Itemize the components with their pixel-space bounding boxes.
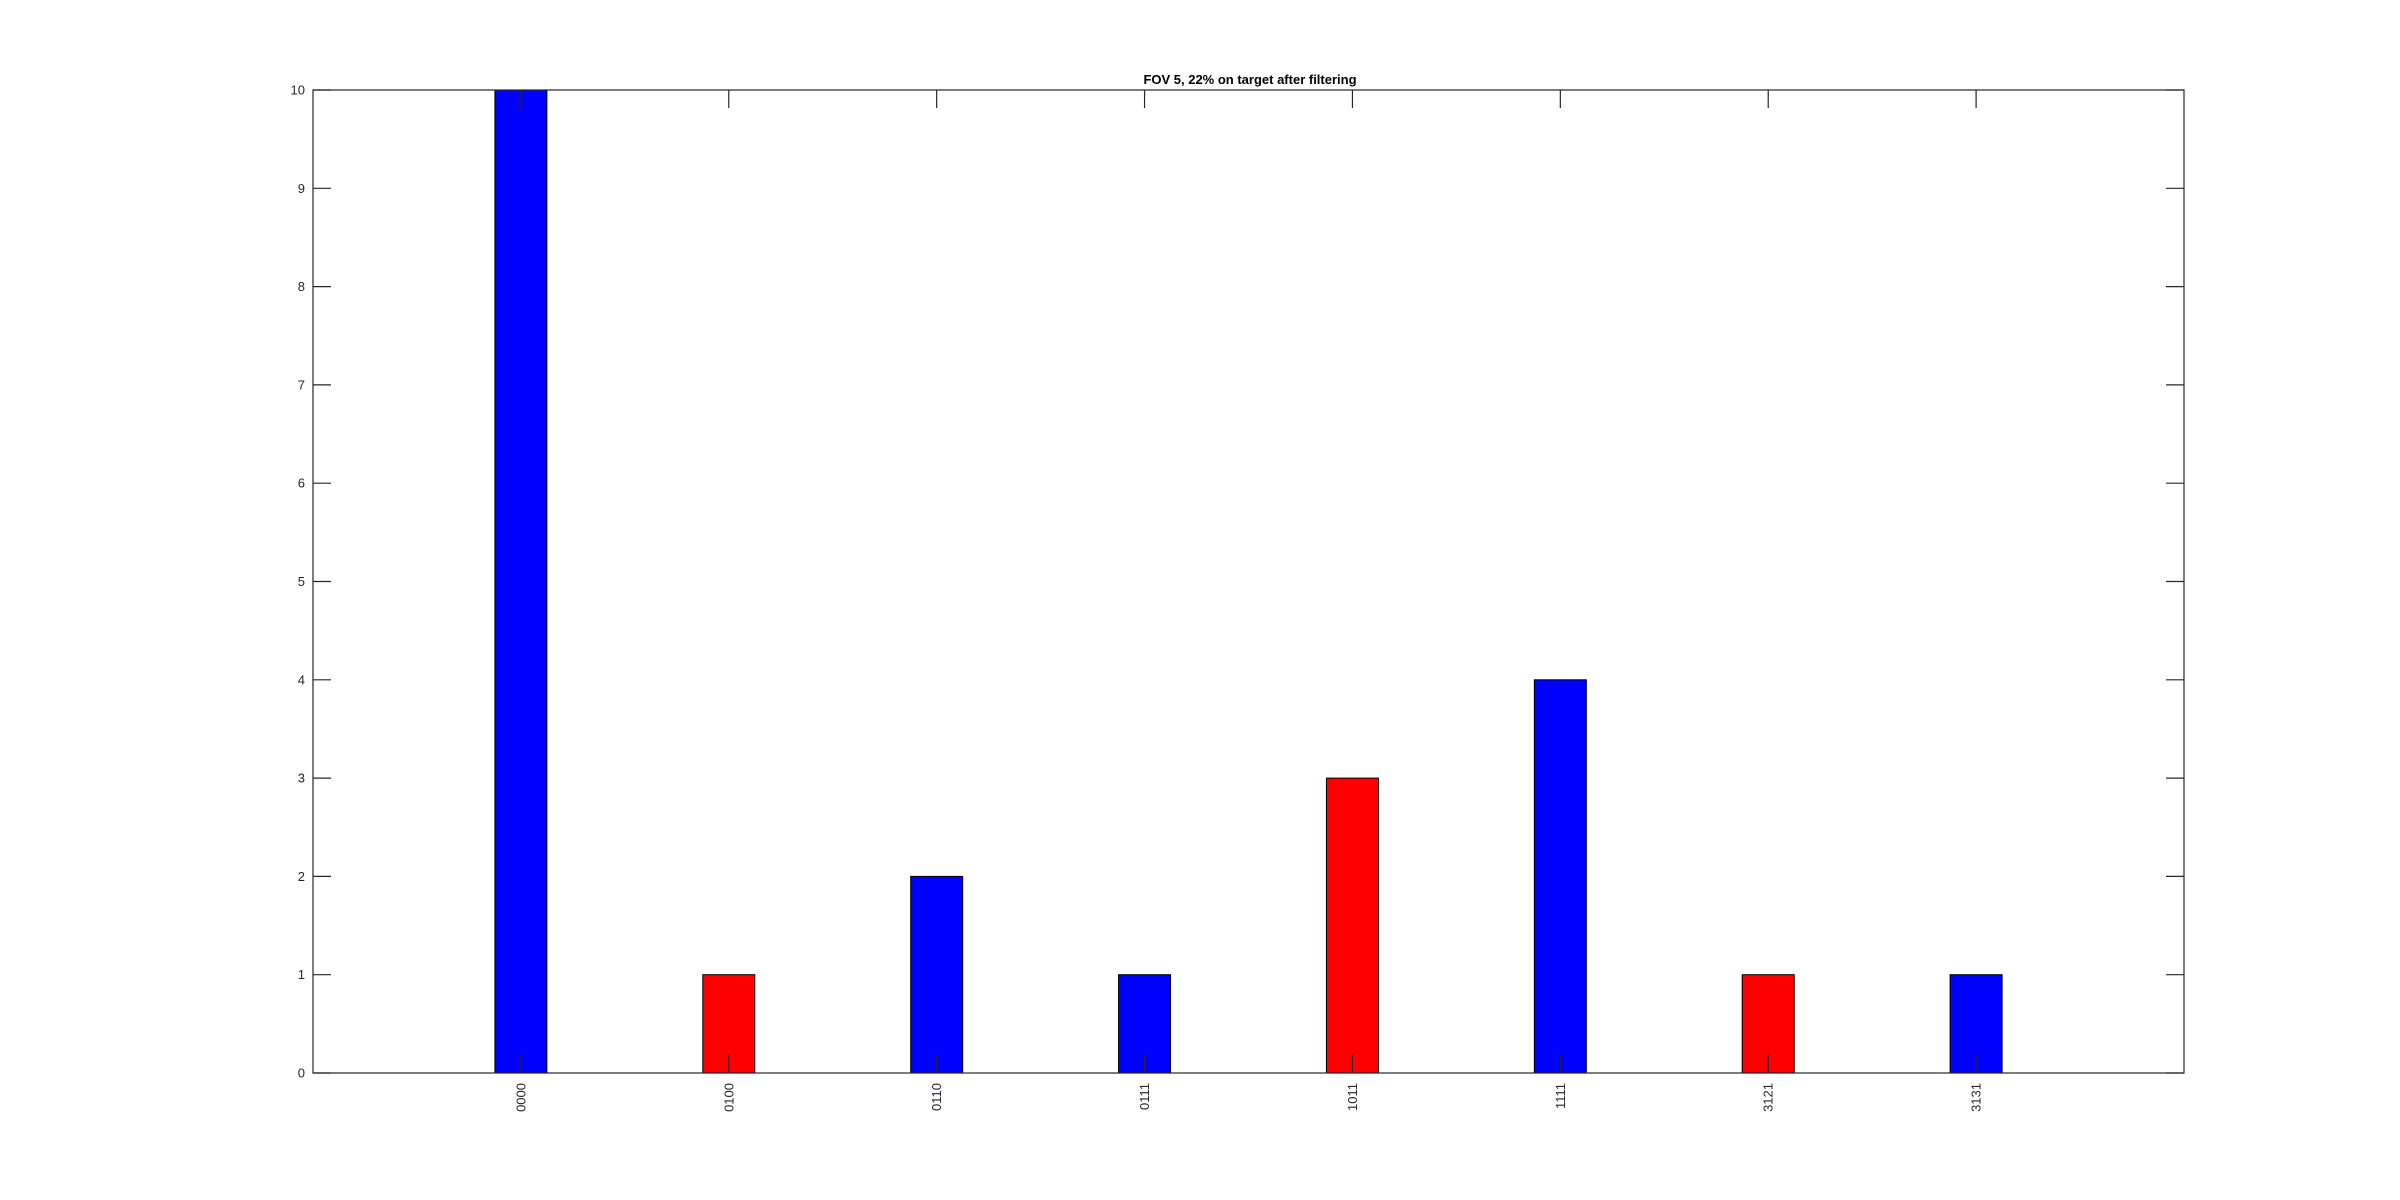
x-tick-label-0100: 0100 — [721, 1083, 736, 1112]
y-tick-label-7: 7 — [298, 377, 305, 392]
y-tick-label-9: 9 — [298, 181, 305, 196]
y-tick-label-1: 1 — [298, 967, 305, 982]
y-tick-label-2: 2 — [298, 869, 305, 884]
x-tick-label-0110: 0110 — [929, 1083, 944, 1111]
y-tick-label-3: 3 — [298, 771, 305, 786]
ticks-layer — [313, 89, 2184, 1074]
y-tick-label-0: 0 — [298, 1066, 305, 1081]
bar-1111 — [1533, 679, 1587, 1074]
x-tick-label-0000: 0000 — [513, 1083, 528, 1112]
bar-0110 — [910, 875, 964, 1074]
labels-layer: 0000 0100 0110 0111 1011 1111 3121 3131 0 1 2 3 4 5 6 7… — [291, 83, 1984, 1112]
x-tick-label-1011: 1011 — [1345, 1083, 1360, 1111]
y-tick-label-10: 10 — [291, 83, 305, 98]
y-tick-label-4: 4 — [298, 672, 305, 687]
bar-0000 — [494, 89, 548, 1074]
y-tick-label-6: 6 — [298, 476, 305, 491]
bar-3121 — [1741, 974, 1795, 1074]
bars-layer — [494, 89, 2003, 1074]
bar-1011 — [1325, 777, 1379, 1074]
chart-title: FOV 5, 22% on target after filtering — [1143, 72, 1356, 87]
x-tick-label-3121: 3121 — [1761, 1083, 1776, 1112]
y-tick-label-8: 8 — [298, 279, 305, 294]
plot-frame — [312, 89, 2185, 1074]
x-tick-label-3131: 3131 — [1969, 1083, 1984, 1112]
x-tick-label-1111: 1111 — [1553, 1083, 1568, 1109]
x-tick-label-0111: 0111 — [1137, 1083, 1152, 1110]
y-tick-label-5: 5 — [298, 574, 305, 589]
